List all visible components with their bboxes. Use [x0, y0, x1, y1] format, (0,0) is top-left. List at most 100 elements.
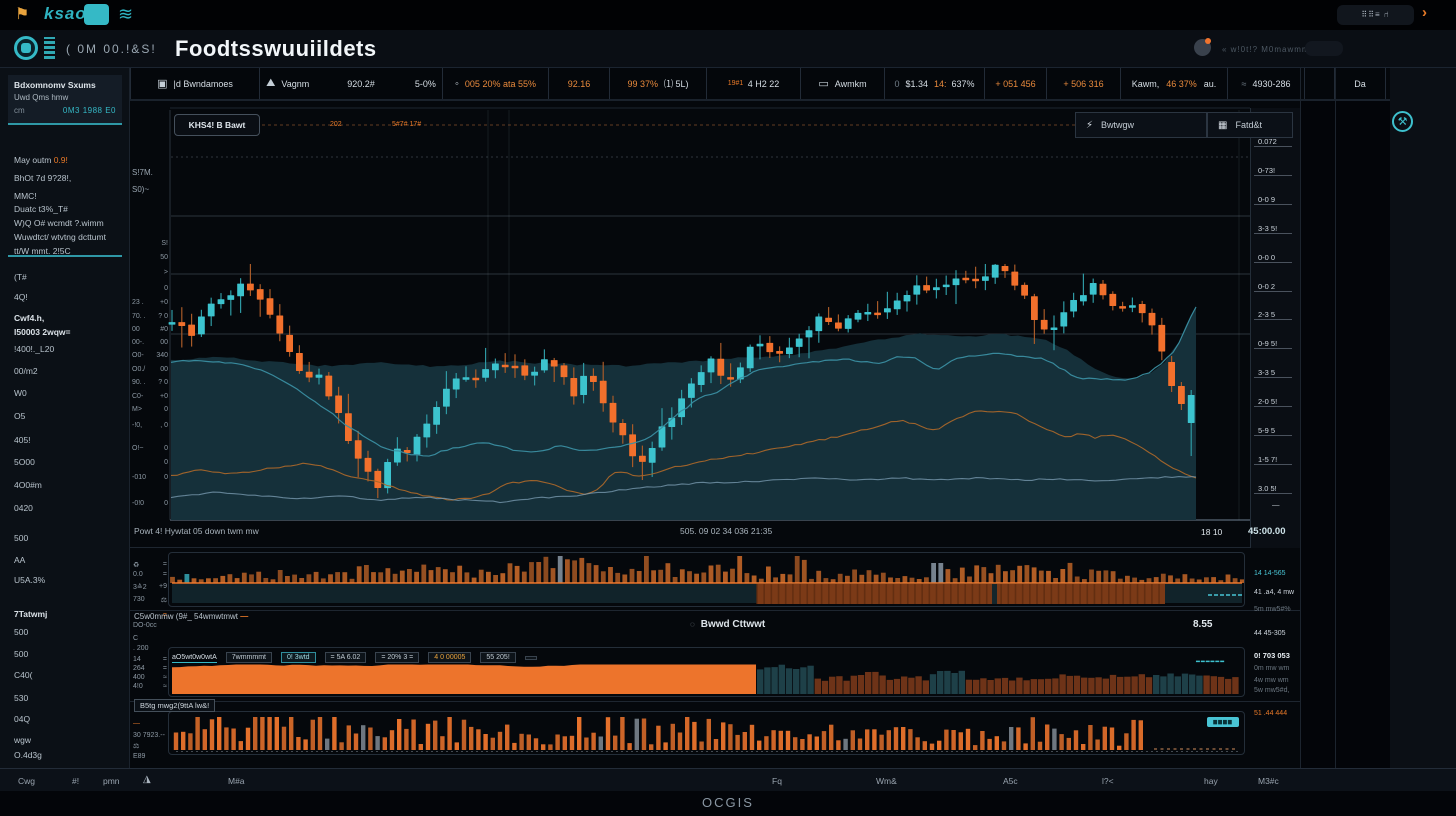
flow-chip[interactable]: aO5wt0w0wtA — [172, 653, 217, 663]
activity-badge[interactable]: ▆▆▆▆ — [1207, 717, 1239, 727]
toolbar-cell-7[interactable]: 0 $1.34 14: 637% — [884, 68, 984, 99]
toolbar-cell-3[interactable]: 92.16 — [548, 68, 609, 99]
flow-chart-svg — [172, 664, 1239, 694]
flag-icon[interactable]: ⚑ — [15, 6, 30, 23]
price-tick-label: 5-9 5 — [1258, 426, 1276, 435]
activity-axis-label: E89 — [133, 753, 167, 760]
sidebar-item[interactable]: l50003 2wqw= — [14, 327, 71, 337]
toolbar-cell-2[interactable]: ◦ 005 20% ata 55% — [442, 68, 548, 99]
panel-divider-1 — [1300, 68, 1301, 768]
header-pill-button[interactable] — [1305, 41, 1343, 56]
flow-chip[interactable]: = 5A 6.02 — [324, 652, 367, 663]
sidebar-item[interactable]: Wuwdtct/ wtvtng dcttumt — [14, 232, 106, 242]
compass-icon[interactable]: ⚒ — [1392, 111, 1413, 132]
toolbar-cell-9[interactable]: + 506 316 — [1046, 68, 1120, 99]
price-scale[interactable] — [1250, 108, 1300, 548]
layout-box[interactable]: ▦ Fatd&t — [1207, 112, 1293, 138]
activity-panel-frame — [168, 711, 1245, 755]
price-tick-label: 0-0 2 — [1258, 281, 1276, 291]
sidebar-item[interactable]: C40( — [14, 670, 33, 680]
sidebar-item[interactable]: 500 — [14, 649, 29, 659]
gut-a: — — [133, 720, 140, 727]
flow-chip[interactable]: = 20% 3 = — [375, 652, 420, 663]
toolbar-cell-12[interactable] — [1304, 68, 1334, 99]
sidebar-item[interactable]: O5 — [14, 411, 26, 421]
flow-filter-chips: aO5wt0w0wtA 7wmmmmt 0! 3wtd = 5A 6.02 = 20% … — [172, 651, 537, 664]
sidebar-item[interactable]: 500 — [14, 533, 29, 543]
left-axis-tick: -!0, , 0 — [132, 422, 168, 429]
search-box[interactable]: ⚡ Bwtwgw — [1075, 112, 1207, 138]
indicator-right-label: 41 .a4, 4 mw — [1254, 589, 1295, 596]
sidebar-item[interactable]: Cwf4.h, — [14, 313, 45, 323]
flow-header-label: C5w0mmw (9#_ 54wmwtmwt — [134, 612, 239, 621]
sidebar-item[interactable]: May outm 0.9! — [14, 155, 68, 165]
toolbar-cell-6[interactable]: ▭ Awmkm — [800, 68, 884, 99]
system-tray-pill[interactable]: ⠿⠿≡ ⑁ — [1337, 5, 1414, 25]
sidebar-item[interactable]: 00/m2 — [14, 366, 38, 376]
sidebar-item[interactable]: AA — [14, 555, 26, 565]
tick-b: +0 — [160, 299, 168, 306]
sidebar-summary-card[interactable]: Bdxomnomv Sxums Uwd Qms hmw cm 0M3 1988 E… — [8, 75, 122, 125]
sidebar-item[interactable]: !400!._L20 — [14, 344, 55, 354]
symbol-button[interactable]: KHS4! B Bawt — [174, 114, 260, 136]
tick-a: C0- — [132, 393, 144, 400]
statusbar-item[interactable]: Cwg — [18, 776, 36, 786]
tick-b: ? 0 — [158, 313, 168, 320]
sidebar-item[interactable]: wgw — [14, 735, 32, 745]
toolbar-cell-11[interactable]: ≈4930-286 — [1227, 68, 1304, 99]
sidebar-item[interactable]: 0420 — [14, 503, 33, 513]
sidebar-item[interactable]: MMC! — [14, 191, 37, 201]
bolt-icon: ⚡ — [1086, 119, 1094, 131]
tick-a: 23 . — [132, 299, 144, 306]
toolbar-cell-4[interactable]: 99 37% ⑴ 5L) — [609, 68, 706, 99]
activity-label-box[interactable]: B5tg mwg2(9ttA lw&! — [134, 699, 216, 712]
statusbar-item[interactable]: pmn — [103, 776, 120, 786]
sidebar-item[interactable]: W)Q O# wcmdt ?.wimm — [14, 218, 104, 228]
flow-chip[interactable]: 55 205! — [480, 652, 516, 663]
toolbar-stat: 637% — [951, 78, 975, 89]
sidebar-item[interactable]: 4O0#m — [14, 480, 42, 490]
sidebar-item[interactable]: tt/W mmt. 2!5C — [14, 246, 71, 256]
toolbar-cell-1[interactable]: ⛰ Vagnm 920.2# 5-0% — [259, 68, 442, 99]
sidebar-item[interactable]: Duatc t3%_T# — [14, 204, 68, 214]
toolbar-cell-5[interactable]: 19#1 4 H2 22 — [706, 68, 800, 99]
toolbar-cell-10[interactable]: Kawm, 46 37% au. — [1120, 68, 1227, 99]
sidebar-item[interactable]: 04Q — [14, 714, 31, 724]
sidebar-item[interactable]: 5O00 — [14, 457, 35, 467]
sidebar-item[interactable]: (T# — [14, 272, 27, 282]
chevron-right-icon[interactable]: › — [1422, 4, 1427, 21]
flow-chip[interactable]: 4 0 00005 — [428, 652, 472, 663]
gut-a: 30 7923.-- — [133, 732, 165, 739]
flow-chip[interactable]: 0! 3wtd — [280, 652, 316, 663]
statusbar-item[interactable]: #! — [72, 776, 80, 786]
toolbar-stat: ⑴ 5L) — [664, 79, 689, 89]
sidebar-item[interactable]: U5A.3% — [14, 575, 46, 585]
sidebar-item[interactable]: 500 — [14, 627, 29, 637]
sidebar-item[interactable]: 405! — [14, 435, 31, 445]
toolbar-cell-8[interactable]: + 051 456 — [984, 68, 1046, 99]
toolbar-cell-14[interactable] — [1385, 68, 1456, 99]
flow-chip[interactable]: 7wmmmmt — [225, 652, 272, 663]
flow-chip[interactable] — [524, 655, 537, 660]
flow-header-left: C5w0mmw (9#_ 54wmwtmwt — — [134, 612, 248, 621]
price-tick-label: 3-3 5! — [1258, 223, 1278, 233]
price-tick-dash — [1254, 348, 1292, 350]
teal-app-icon[interactable] — [84, 4, 109, 25]
sidebar-item[interactable]: W0 — [14, 388, 27, 398]
sidebar-item[interactable]: O.4d3g — [14, 750, 42, 760]
sidebar-item[interactable]: 530 — [14, 693, 29, 703]
left-axis-tick: M> 0 — [132, 406, 168, 413]
toolbar-stat: Vagnm — [281, 78, 310, 89]
toolbar-cell-0[interactable]: ▣ |d Bwndamoes — [130, 68, 259, 99]
gut-a: ♻ — [133, 562, 140, 569]
left-axis-tick: 90. . ? 0 — [132, 379, 168, 386]
toolbar-cell-13[interactable]: Da — [1334, 68, 1385, 99]
sidebar-item[interactable]: 7Tatwmj — [14, 609, 48, 619]
brand-script-logo: ksao — [44, 4, 87, 23]
axis-triangle-icon[interactable]: ◮ — [143, 774, 151, 785]
sidebar-item[interactable]: 4Q! — [14, 292, 28, 302]
left-axis-tick: 50 — [132, 254, 168, 261]
sidebar-item[interactable]: BhOt 7d 9?28!, — [14, 173, 72, 183]
tick-b: +0 — [160, 393, 168, 400]
activity-axis-label: — — [133, 720, 167, 727]
